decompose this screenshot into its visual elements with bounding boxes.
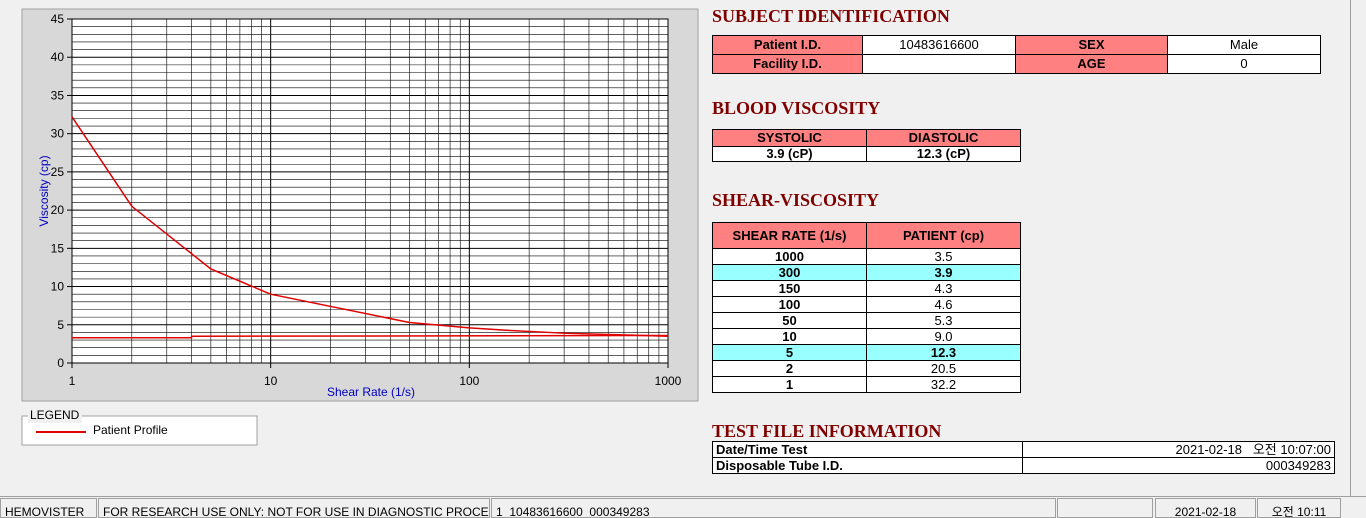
legend-label: Patient Profile xyxy=(93,423,168,437)
table-cell: 300 xyxy=(712,264,867,281)
table-value: 12.3 (cP) xyxy=(866,146,1021,162)
y-tick-label: 5 xyxy=(57,318,64,332)
legend-title-bg xyxy=(28,409,82,423)
y-tick-label: 30 xyxy=(51,127,65,141)
y-tick-label: 0 xyxy=(57,356,64,370)
y-tick-label: 20 xyxy=(51,203,65,217)
y-tick-label: 25 xyxy=(51,165,65,179)
data-line xyxy=(72,334,669,339)
table-cell: 20.5 xyxy=(866,360,1021,377)
y-tick-label: 40 xyxy=(51,50,65,64)
field-value: 10483616600 xyxy=(862,35,1016,55)
table-cell: 100 xyxy=(712,296,867,313)
plot-area xyxy=(72,19,668,363)
table-cell: 5.3 xyxy=(866,312,1021,329)
table-cell: 50 xyxy=(712,312,867,329)
table-cell: 2 xyxy=(712,360,867,377)
status-cell: 2021-02-18 xyxy=(1155,498,1256,518)
status-cell: FOR RESEARCH USE ONLY: NOT FOR USE IN DI… xyxy=(98,498,490,518)
table-header: SYSTOLIC xyxy=(712,129,867,147)
status-cell xyxy=(1057,498,1153,518)
table-header: DIASTOLIC xyxy=(866,129,1021,147)
status-bar-bg xyxy=(0,496,1366,518)
status-cell: HEMOVISTER xyxy=(0,498,97,518)
table-cell: 12.3 xyxy=(866,344,1021,361)
section-title: SHEAR-VISCOSITY xyxy=(712,190,880,210)
table-cell: 4.6 xyxy=(866,296,1021,313)
y-tick-label: 15 xyxy=(51,241,65,255)
table-cell: 1 xyxy=(712,376,867,393)
y-axis-label: Viscosity (cp) xyxy=(37,155,51,226)
plot-border xyxy=(71,18,669,364)
table-cell: 3.5 xyxy=(866,248,1021,265)
field-label: AGE xyxy=(1015,54,1168,74)
field-label: SEX xyxy=(1015,35,1168,55)
data-line xyxy=(71,116,669,337)
table-cell: 3.9 xyxy=(866,264,1021,281)
x-tick-label: 1000 xyxy=(655,374,682,388)
panel-border xyxy=(1350,0,1351,496)
y-tick-label: 45 xyxy=(51,12,65,26)
section-title: TEST FILE INFORMATION xyxy=(712,421,942,441)
y-tick-label: 10 xyxy=(51,280,65,294)
field-value: 0 xyxy=(1167,54,1321,74)
table-cell: 150 xyxy=(712,280,867,297)
field-label: Facility I.D. xyxy=(712,54,863,74)
chart: Shear Rate (1/s) Viscosity (cp) LEGEND 0… xyxy=(21,8,699,446)
legend-title: LEGEND xyxy=(30,408,80,422)
field-value xyxy=(862,54,1016,74)
table-cell: 4.3 xyxy=(866,280,1021,297)
info-label: Date/Time Test xyxy=(712,441,1023,458)
x-axis-label: Shear Rate (1/s) xyxy=(327,385,415,399)
section-title: BLOOD VISCOSITY xyxy=(712,98,881,118)
table-cell: 5 xyxy=(712,344,867,361)
status-cell: 오전 10:11 xyxy=(1257,498,1341,518)
x-tick-label: 10 xyxy=(264,374,278,388)
table-cell: 1000 xyxy=(712,248,867,265)
y-tick-label: 35 xyxy=(51,88,65,102)
table-cell: 10 xyxy=(712,328,867,345)
x-tick-label: 100 xyxy=(459,374,479,388)
table-header: SHEAR RATE (1/s) xyxy=(712,222,867,249)
section-title: SUBJECT IDENTIFICATION xyxy=(712,6,950,26)
table-cell: 9.0 xyxy=(866,328,1021,345)
info-value: 2021-02-18 오전 10:07:00 xyxy=(1022,441,1335,458)
status-cell: 1 10483616600 000349283 xyxy=(491,498,1056,518)
x-tick-label: 1 xyxy=(69,374,76,388)
field-label: Patient I.D. xyxy=(712,35,863,55)
field-value: Male xyxy=(1167,35,1321,55)
info-label: Disposable Tube I.D. xyxy=(712,457,1023,474)
table-header: PATIENT (cp) xyxy=(866,222,1021,249)
info-value: 000349283 xyxy=(1022,457,1335,474)
table-value: 3.9 (cP) xyxy=(712,146,867,162)
table-cell: 32.2 xyxy=(866,376,1021,393)
